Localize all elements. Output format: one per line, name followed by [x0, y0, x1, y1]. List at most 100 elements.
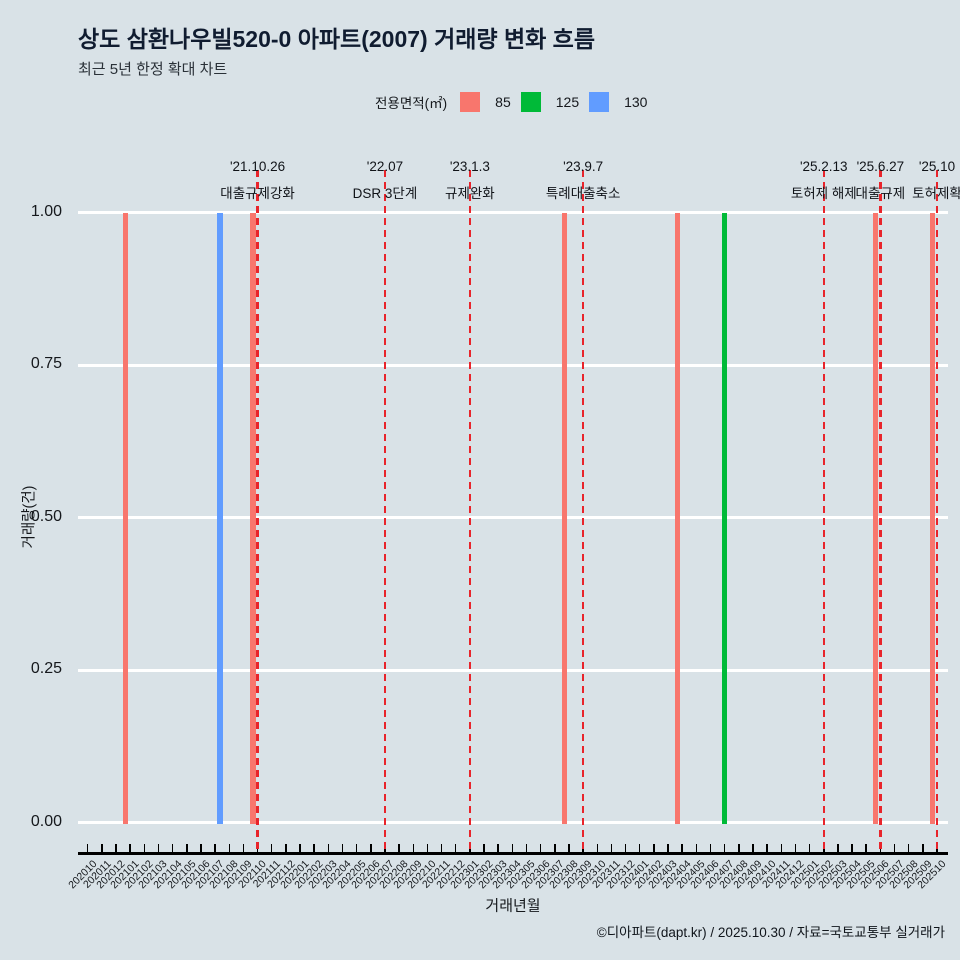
x-tick — [907, 844, 910, 852]
x-tick — [426, 844, 429, 852]
x-tick — [667, 844, 669, 852]
event-date: '23.9.7 — [563, 159, 604, 174]
chart-subtitle: 최근 5년 한정 확대 차트 — [78, 61, 228, 78]
legend-swatch-85 — [460, 92, 481, 112]
x-tick — [922, 844, 924, 852]
x-tick — [596, 844, 599, 852]
x-tick — [440, 844, 443, 852]
chart-title: 상도 삼환나우빌520-0 아파트(2007) 거래량 변화 흐름 — [78, 26, 595, 52]
x-tick — [723, 844, 726, 852]
legend-item-130: 130 — [624, 94, 648, 110]
x-tick — [525, 844, 528, 852]
event-date: '25.10 — [918, 159, 956, 174]
grid-line — [78, 363, 948, 367]
x-tick — [270, 844, 273, 852]
y-tick-label: 0.75 — [30, 355, 62, 372]
event-line — [383, 170, 387, 854]
x-tick — [313, 844, 315, 852]
x-tick — [355, 844, 358, 852]
x-tick — [497, 844, 499, 852]
x-tick — [454, 844, 457, 852]
x-tick — [851, 844, 853, 852]
x-tick — [299, 844, 301, 852]
x-tick — [808, 844, 811, 852]
event-date: '22.07 — [366, 159, 404, 174]
event-line — [256, 170, 259, 854]
event-date: '25.6.27 — [856, 159, 905, 174]
y-tick-label: 0.25 — [30, 660, 62, 677]
bar-area-85 — [122, 212, 129, 824]
bar-area-85 — [250, 212, 256, 824]
event-line — [822, 170, 825, 854]
event-date: '25.2.13 — [799, 159, 848, 174]
x-tick — [129, 844, 131, 852]
x-tick — [554, 844, 556, 852]
x-tick — [228, 844, 230, 852]
x-tick — [157, 844, 160, 852]
x-axis-line — [78, 851, 948, 855]
x-tick — [511, 844, 514, 852]
grid-line — [78, 821, 948, 824]
x-tick — [893, 844, 896, 852]
event-line — [581, 170, 585, 854]
grid-line — [78, 668, 948, 672]
legend-swatch-130 — [589, 92, 610, 112]
x-tick — [709, 844, 712, 852]
x-tick — [171, 844, 174, 852]
x-tick — [341, 844, 344, 852]
x-tick — [398, 844, 400, 852]
event-label: 규제완화 — [445, 186, 495, 201]
x-tick — [370, 844, 372, 852]
x-axis-title: 거래년월 — [485, 897, 541, 915]
event-label: DSR 3단계 — [352, 186, 418, 201]
bar-area-85 — [929, 212, 936, 824]
legend-item-85: 85 — [495, 94, 511, 110]
grid-line — [78, 211, 948, 214]
event-label: 특례대출축소 — [545, 186, 621, 201]
bar-area-130 — [217, 212, 223, 824]
x-tick — [285, 844, 287, 852]
x-tick — [738, 844, 740, 852]
event-label: 토허제 해제 — [790, 186, 857, 201]
event-date: '23.1.3 — [449, 159, 490, 174]
x-tick — [653, 844, 655, 852]
grid-line — [78, 516, 948, 519]
x-tick — [568, 844, 570, 852]
x-tick — [242, 844, 245, 852]
x-tick — [695, 844, 698, 852]
legend: 전용면적(㎡) 85 125 130 — [375, 90, 657, 114]
bar-area-85 — [561, 212, 568, 824]
event-label: 대출규제 — [855, 186, 906, 201]
x-tick — [766, 844, 768, 852]
y-axis-title: 거래량(건) — [21, 485, 38, 549]
bar-area-85 — [674, 212, 681, 824]
x-tick — [610, 844, 613, 852]
legend-title: 전용면적(㎡) — [375, 96, 448, 111]
x-tick — [200, 844, 202, 852]
event-label: 대출규제강화 — [220, 186, 295, 201]
x-tick — [865, 844, 867, 852]
x-tick — [214, 844, 216, 852]
legend-item-125: 125 — [555, 94, 580, 110]
x-tick — [483, 844, 485, 852]
y-tick-label: 0.50 — [30, 507, 62, 525]
x-tick — [681, 844, 683, 852]
x-tick — [624, 844, 627, 852]
x-tick — [752, 844, 754, 852]
x-tick — [837, 844, 839, 852]
x-tick — [143, 844, 146, 852]
event-label: 토허제확 — [912, 186, 960, 201]
legend-swatch-125 — [520, 92, 541, 112]
x-tick — [101, 844, 103, 852]
bar-area-85 — [872, 212, 879, 824]
y-tick-label: 1.00 — [30, 202, 62, 220]
event-date: '21.10.26 — [229, 159, 286, 174]
x-tick — [86, 844, 89, 852]
x-tick — [327, 844, 330, 852]
x-tick — [539, 844, 542, 852]
footer-credit: ©디아파트(dapt.kr) / 2025.10.30 / 자료=국토교통부 실… — [596, 925, 945, 940]
y-tick-label: 0.00 — [30, 812, 62, 830]
x-tick — [186, 844, 188, 852]
x-tick — [780, 844, 783, 852]
